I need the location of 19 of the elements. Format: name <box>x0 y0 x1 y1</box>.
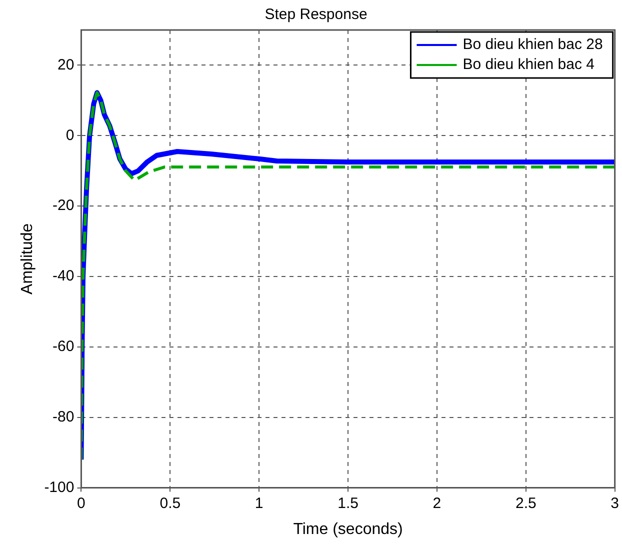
x-tick-label: 0 <box>77 494 86 512</box>
x-axis-title: Time (seconds) <box>293 520 403 538</box>
x-tick-label: 3 <box>610 494 619 512</box>
y-tick-label: 0 <box>66 126 74 144</box>
chart-title: Step Response <box>264 6 368 24</box>
y-tick-label: -100 <box>44 478 74 496</box>
x-tick-label: 1 <box>254 494 264 512</box>
legend-label: Bo dieu khien bac 4 <box>462 56 594 74</box>
legend-label: Bo dieu khien bac 28 <box>462 36 603 54</box>
y-tick-label: -20 <box>52 197 74 214</box>
x-tick-label: 0.5 <box>160 494 181 512</box>
x-tick-label: 1.5 <box>338 494 358 512</box>
y-tick-label: -60 <box>52 338 74 356</box>
y-tick-label: -40 <box>52 268 74 285</box>
x-tick-label: 2.5 <box>515 494 536 512</box>
y-tick-label: 20 <box>58 56 74 74</box>
y-axis-title: Amplitude <box>19 223 36 294</box>
y-tick-label: -80 <box>52 408 74 426</box>
x-tick-label: 2 <box>432 494 442 512</box>
